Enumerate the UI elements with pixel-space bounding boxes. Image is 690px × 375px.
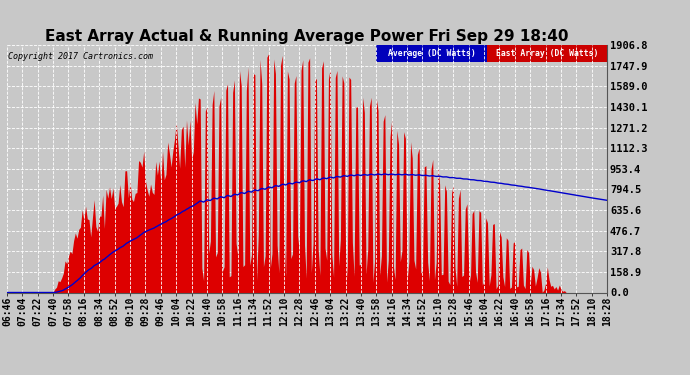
Text: Copyright 2017 Cartronics.com: Copyright 2017 Cartronics.com	[8, 53, 152, 62]
Text: Average (DC Watts): Average (DC Watts)	[388, 49, 475, 58]
FancyBboxPatch shape	[376, 45, 487, 62]
FancyBboxPatch shape	[487, 45, 607, 62]
Title: East Array Actual & Running Average Power Fri Sep 29 18:40: East Array Actual & Running Average Powe…	[46, 29, 569, 44]
Text: East Array (DC Watts): East Array (DC Watts)	[496, 49, 598, 58]
